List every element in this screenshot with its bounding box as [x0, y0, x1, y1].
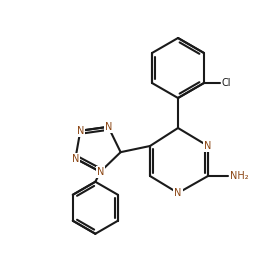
Text: Cl: Cl [222, 78, 231, 88]
Text: NH₂: NH₂ [230, 171, 249, 181]
Text: N: N [174, 188, 182, 198]
Text: N: N [204, 141, 212, 151]
Text: N: N [72, 154, 79, 163]
Text: N: N [77, 126, 84, 136]
Text: N: N [97, 167, 104, 177]
Text: N: N [105, 122, 112, 132]
